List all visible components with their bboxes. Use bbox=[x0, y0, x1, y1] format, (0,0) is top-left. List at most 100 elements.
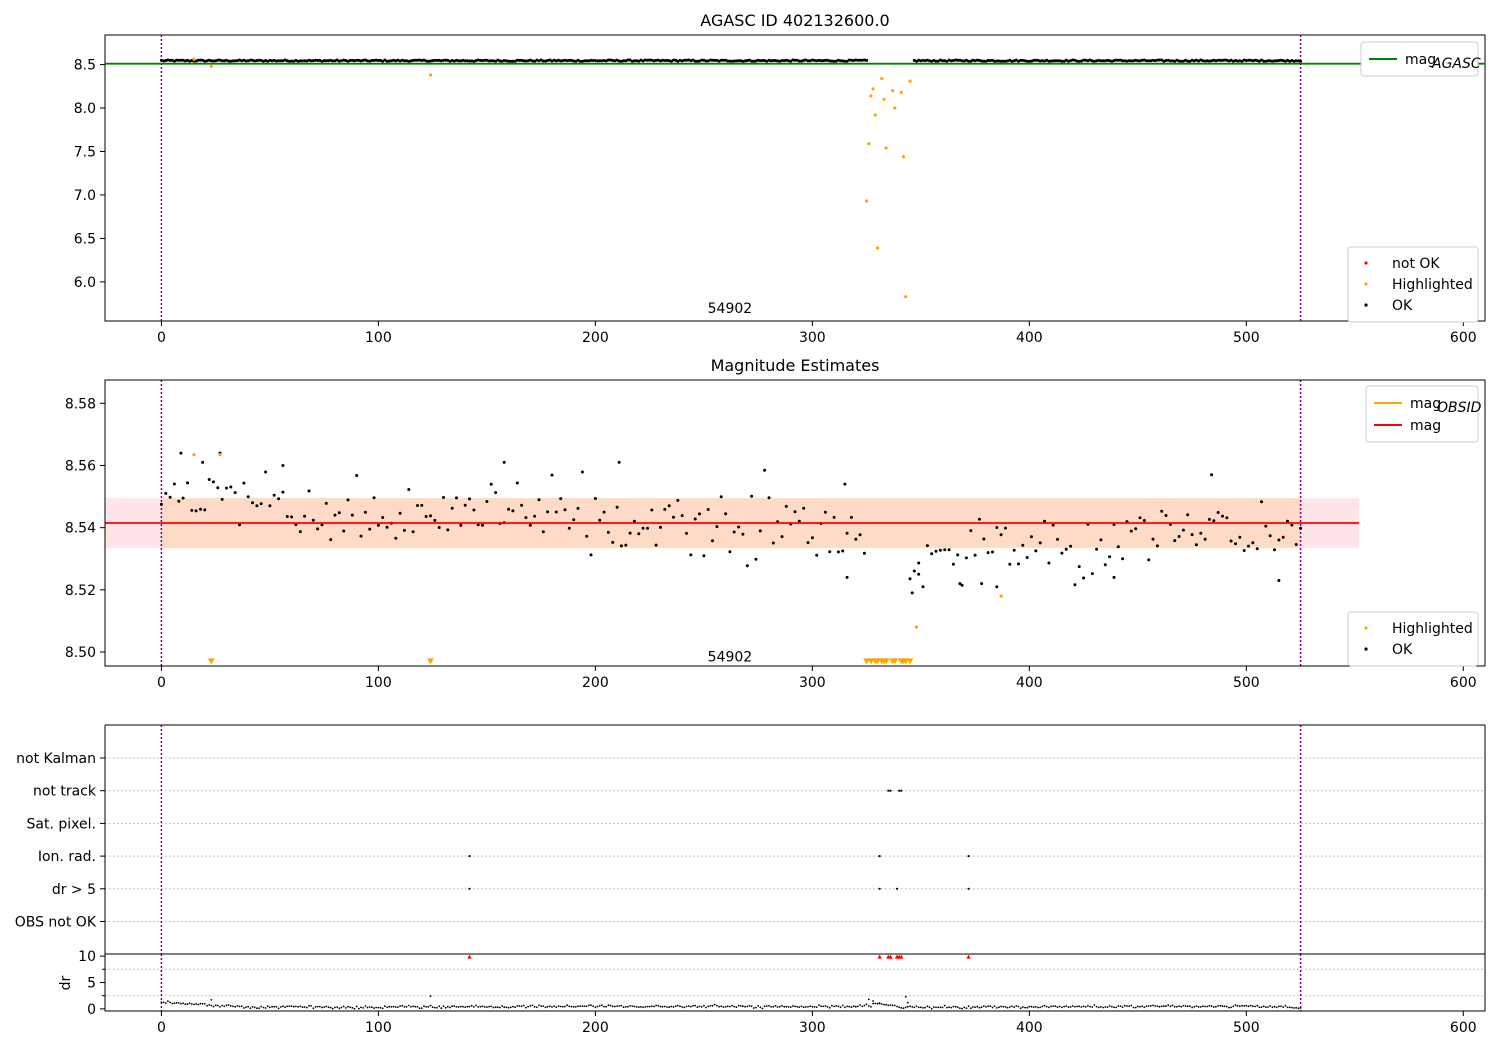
mid-ok-point bbox=[1030, 535, 1033, 539]
dr-point bbox=[286, 1005, 289, 1008]
dr-point bbox=[1041, 1005, 1044, 1008]
mid-ok-point bbox=[908, 577, 912, 581]
dr-point bbox=[1278, 1005, 1280, 1008]
dr-point bbox=[700, 1006, 703, 1008]
dr-point bbox=[659, 1005, 662, 1008]
dr-point bbox=[681, 1006, 684, 1008]
dr-point bbox=[891, 1004, 894, 1007]
flags-point bbox=[895, 887, 899, 890]
dr-point bbox=[331, 1007, 334, 1010]
top-ok-point bbox=[411, 58, 415, 62]
mid-ok-point bbox=[159, 502, 163, 506]
mid-ok-point bbox=[580, 470, 584, 474]
dr-point bbox=[954, 1005, 957, 1008]
dr-point bbox=[1262, 1005, 1265, 1008]
mid-ok-point bbox=[199, 507, 202, 511]
dr-point bbox=[368, 1006, 371, 1008]
dr-point bbox=[948, 1006, 950, 1009]
top-ok-point bbox=[999, 59, 1003, 63]
dr-point bbox=[1141, 1005, 1144, 1008]
dr-point bbox=[1115, 1006, 1117, 1009]
dr-ylabel: dr bbox=[58, 975, 74, 990]
mid-ok-point bbox=[1008, 562, 1012, 566]
top-ok-point bbox=[509, 59, 513, 63]
dr-above-marker bbox=[966, 954, 971, 959]
mid-ok-point bbox=[329, 538, 333, 542]
dr-point bbox=[1288, 1006, 1291, 1009]
mid-ok-point bbox=[956, 553, 960, 557]
top-ok-point bbox=[1136, 59, 1140, 63]
mid-ok-point bbox=[1082, 576, 1086, 580]
dr-point bbox=[776, 1006, 779, 1008]
top-ok-point bbox=[589, 58, 593, 62]
mid-ok-point bbox=[750, 494, 754, 498]
dr-point bbox=[1037, 1006, 1039, 1009]
dr-point bbox=[1052, 1005, 1055, 1007]
dr-point bbox=[687, 1005, 690, 1007]
mid-ok-point bbox=[771, 541, 775, 545]
dr-point bbox=[203, 1003, 206, 1005]
dr-point bbox=[1165, 1005, 1167, 1007]
mid-ok-point bbox=[272, 493, 276, 497]
top-ok-point bbox=[635, 59, 639, 63]
dr-point bbox=[301, 1006, 304, 1009]
top-ok-point bbox=[993, 59, 997, 63]
top-ok-point bbox=[1101, 59, 1105, 63]
top-ok-point bbox=[1114, 58, 1118, 62]
top-ok-point bbox=[988, 59, 992, 62]
dr-point bbox=[1126, 1005, 1128, 1007]
mid-ok-point bbox=[650, 508, 654, 512]
mid-ok-point bbox=[637, 532, 641, 536]
mid-ok-point bbox=[429, 514, 432, 518]
top-legend-sub: AGASC bbox=[1431, 56, 1481, 72]
mid-ok-point bbox=[407, 488, 411, 491]
top-ok-point bbox=[1099, 59, 1103, 63]
top-ok-point bbox=[830, 59, 834, 63]
top-ok-point bbox=[606, 58, 610, 62]
top-ok-point bbox=[563, 58, 567, 62]
top-ok-point bbox=[348, 58, 352, 62]
dr-point bbox=[1236, 1004, 1239, 1007]
dr-point bbox=[538, 1004, 540, 1007]
dr-point bbox=[568, 1005, 571, 1008]
mid-ok-point bbox=[229, 485, 233, 489]
top-ok-point bbox=[298, 59, 302, 63]
dr-point bbox=[1286, 1006, 1289, 1009]
mid-ok-point bbox=[1043, 519, 1046, 523]
dr-point bbox=[1050, 1005, 1052, 1008]
mid-ok-point bbox=[1064, 547, 1068, 551]
dr-point bbox=[577, 1005, 579, 1008]
top-highlighted-point bbox=[882, 97, 886, 101]
dr-point bbox=[926, 1005, 929, 1008]
dr-point bbox=[998, 1006, 1000, 1009]
dr-point bbox=[531, 1004, 534, 1007]
dr-point bbox=[1071, 1005, 1074, 1007]
mid-ok-point bbox=[181, 496, 185, 500]
mid-ok-point bbox=[1103, 563, 1107, 567]
mid-ok-point bbox=[964, 556, 968, 560]
dr-point bbox=[182, 1002, 185, 1005]
mid-ok-point bbox=[615, 505, 619, 509]
dr-point bbox=[412, 1005, 414, 1008]
mid-ok-point bbox=[934, 549, 938, 553]
flags-row-label: OBS not OK bbox=[15, 915, 97, 931]
top-ok-point bbox=[1129, 59, 1133, 63]
dr-point bbox=[1000, 1005, 1002, 1008]
flags-point bbox=[878, 887, 881, 890]
top-ok-point bbox=[776, 59, 780, 63]
dr-point bbox=[716, 1004, 718, 1007]
mid-ok-point bbox=[1012, 548, 1016, 552]
dr-point bbox=[247, 1005, 250, 1008]
mid-ok-point bbox=[194, 509, 198, 513]
mid-ok-point bbox=[359, 534, 363, 538]
dr-point bbox=[403, 1006, 406, 1008]
dr-point bbox=[616, 1005, 618, 1007]
top-ok-point bbox=[941, 59, 944, 63]
dr-point bbox=[358, 1007, 360, 1010]
dr-point bbox=[937, 1006, 940, 1009]
dr-point bbox=[355, 1005, 358, 1008]
top-ok-point bbox=[661, 58, 665, 62]
top-ytick-label: 7.0 bbox=[74, 188, 96, 204]
mid-legend-sub: OBSID bbox=[1437, 400, 1482, 416]
mid-ok-point bbox=[468, 497, 471, 501]
